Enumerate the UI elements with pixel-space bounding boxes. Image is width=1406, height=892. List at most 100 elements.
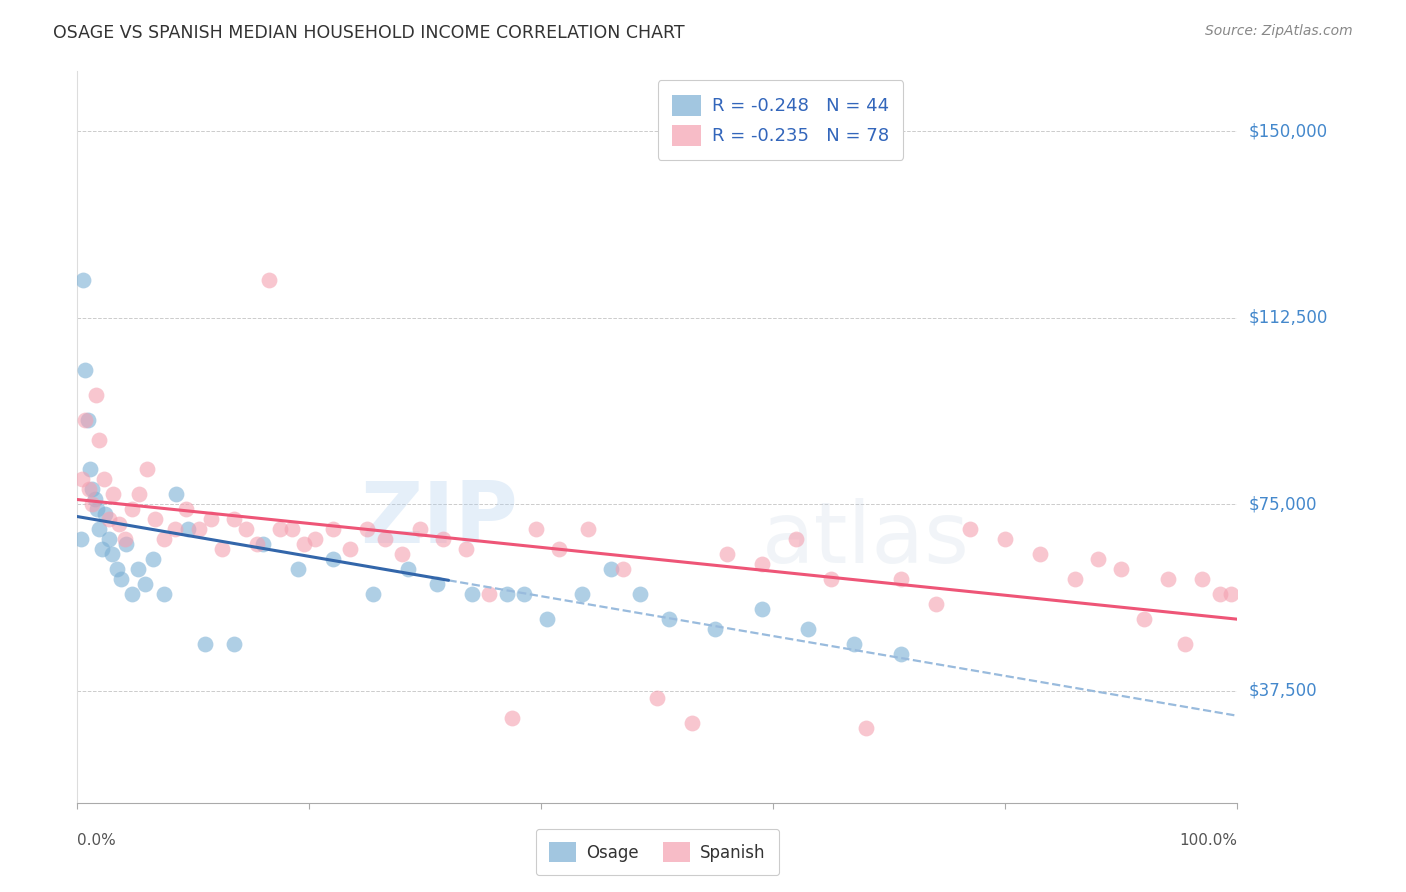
Text: 0.0%: 0.0% [77, 833, 117, 848]
Point [83, 492, 105, 507]
Text: Source: ZipAtlas.com: Source: ZipAtlas.com [1205, 24, 1353, 38]
Point [454, 542, 477, 557]
Point [426, 577, 449, 591]
Point [176, 522, 198, 536]
Point [1111, 562, 1133, 576]
Point [356, 522, 378, 536]
Point [339, 542, 361, 557]
Point [501, 711, 523, 725]
Point [374, 532, 396, 546]
Point [70, 472, 93, 486]
Point [121, 587, 143, 601]
Point [89, 522, 111, 536]
Point [647, 691, 669, 706]
Point [1209, 587, 1232, 601]
Point [165, 487, 187, 501]
Point [432, 532, 454, 546]
Point [292, 537, 315, 551]
Point [69, 532, 91, 546]
Point [391, 547, 413, 561]
Point [408, 522, 430, 536]
Point [110, 572, 132, 586]
Point [495, 587, 517, 601]
Point [97, 512, 120, 526]
Text: $150,000: $150,000 [1249, 122, 1327, 140]
Point [128, 487, 150, 501]
Point [75, 412, 97, 426]
Point [1220, 587, 1243, 601]
Point [79, 462, 101, 476]
Text: $75,000: $75,000 [1249, 495, 1317, 513]
Point [820, 572, 842, 586]
Point [704, 622, 727, 636]
Point [77, 483, 100, 497]
Point [76, 412, 98, 426]
Point [855, 721, 877, 735]
Point [681, 716, 703, 731]
Legend: Osage, Spanish: Osage, Spanish [536, 829, 779, 875]
Point [925, 597, 948, 611]
Point [321, 552, 344, 566]
Point [890, 647, 912, 661]
Point [890, 572, 912, 586]
Point [751, 601, 773, 615]
Point [612, 562, 634, 576]
Text: $112,500: $112,500 [1249, 309, 1327, 326]
Point [321, 522, 344, 536]
Point [1063, 572, 1085, 586]
Point [797, 622, 820, 636]
Point [304, 532, 326, 546]
Point [547, 542, 569, 557]
Point [101, 547, 124, 561]
Point [281, 522, 304, 536]
Point [90, 542, 112, 557]
Point [1133, 612, 1156, 626]
Point [571, 587, 593, 601]
Point [134, 577, 156, 591]
Point [994, 532, 1017, 546]
Text: OSAGE VS SPANISH MEDIAN HOUSEHOLD INCOME CORRELATION CHART: OSAGE VS SPANISH MEDIAN HOUSEHOLD INCOME… [53, 24, 685, 42]
Point [105, 562, 128, 576]
Point [396, 562, 419, 576]
Text: atlas: atlas [762, 498, 970, 581]
Point [153, 532, 176, 546]
Point [97, 532, 120, 546]
Point [844, 636, 866, 650]
Point [658, 612, 681, 626]
Point [115, 537, 138, 551]
Point [478, 587, 501, 601]
Point [200, 512, 222, 526]
Point [252, 537, 274, 551]
Point [287, 562, 309, 576]
Point [72, 273, 94, 287]
Point [1029, 547, 1052, 561]
Point [84, 388, 107, 402]
Point [751, 557, 773, 571]
Point [211, 542, 233, 557]
Point [136, 462, 159, 476]
Point [194, 636, 217, 650]
Point [86, 502, 108, 516]
Point [89, 433, 111, 447]
Point [222, 512, 245, 526]
Point [1174, 636, 1197, 650]
Text: $37,500: $37,500 [1249, 681, 1317, 700]
Point [82, 497, 104, 511]
Text: 100.0%: 100.0% [1180, 833, 1237, 848]
Point [93, 472, 115, 486]
Point [959, 522, 981, 536]
Point [222, 636, 245, 650]
Point [461, 587, 484, 601]
Point [513, 587, 536, 601]
Point [142, 552, 165, 566]
Point [103, 487, 125, 501]
Point [153, 587, 176, 601]
Point [188, 522, 211, 536]
Point [786, 532, 808, 546]
Point [127, 562, 149, 576]
Point [361, 587, 384, 601]
Point [716, 547, 738, 561]
Point [235, 522, 257, 536]
Point [1191, 572, 1213, 586]
Point [163, 522, 186, 536]
